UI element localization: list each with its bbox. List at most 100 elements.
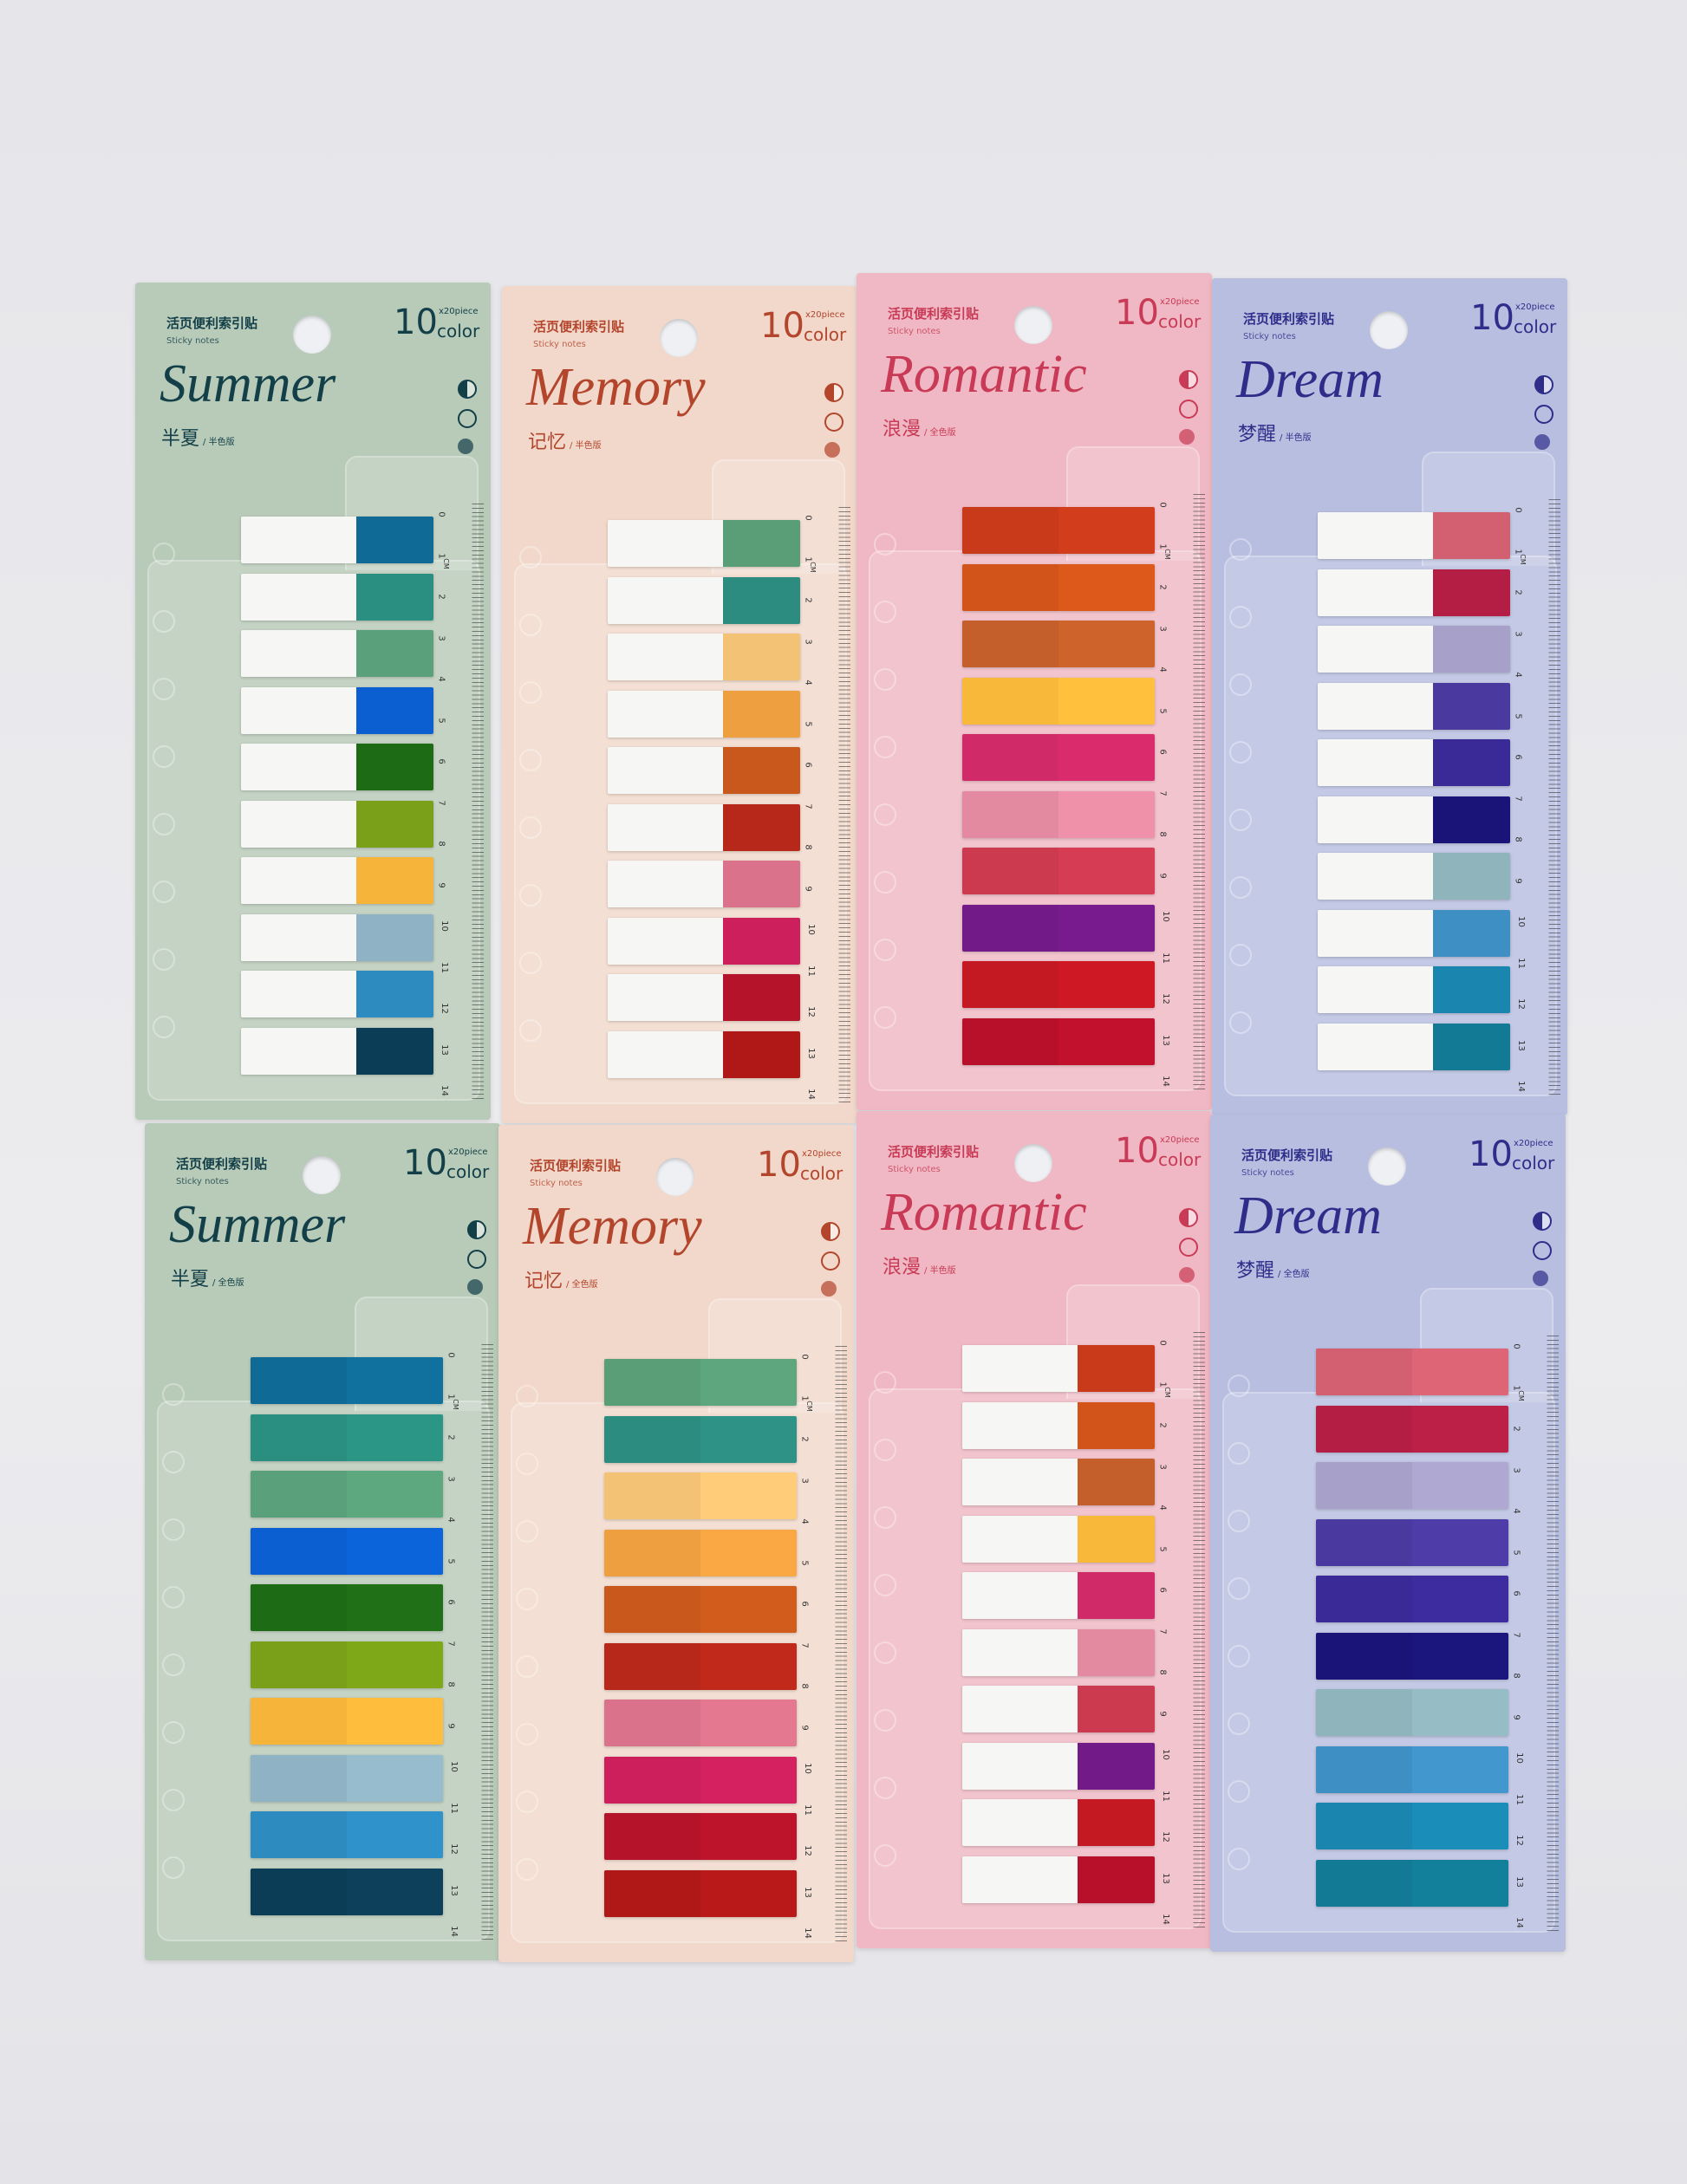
strip-color-part — [1058, 1017, 1155, 1065]
strip-white-part — [962, 1459, 1078, 1505]
strip-white-part — [608, 974, 724, 1021]
strip-color-part — [962, 790, 1058, 838]
color-label: color — [1512, 1153, 1555, 1173]
strip-white-part — [608, 917, 724, 965]
binder-ring-cutout — [874, 601, 896, 623]
strip-color-part — [356, 744, 433, 790]
binder-ring-cutout — [1228, 1848, 1250, 1870]
strip-color-part — [723, 917, 800, 965]
sticky-strip — [962, 790, 1155, 838]
hang-hole — [1370, 311, 1408, 349]
strip-color-part — [1433, 569, 1510, 616]
strip-color-part — [1433, 909, 1510, 957]
three-circles-icon — [1179, 1267, 1195, 1283]
ruler-label: 6 — [1511, 1590, 1521, 1596]
strip-color-part — [723, 690, 800, 738]
strip-color-part — [1412, 1632, 1508, 1680]
package-english-label: Sticky notes — [1243, 332, 1296, 341]
binder-ring-cutout — [874, 736, 896, 758]
binder-ring-cutout — [1228, 1442, 1250, 1465]
package-english-label: Sticky notes — [166, 336, 219, 346]
ruler-label: 10 — [802, 1763, 812, 1774]
three-circles-icon — [1179, 429, 1195, 445]
ruler-label: 12 — [1160, 993, 1170, 1004]
sticky-strip — [241, 686, 433, 734]
ruler-label: 7 — [436, 799, 446, 806]
sticky-strip — [1318, 853, 1510, 900]
strip-color-part — [347, 1357, 443, 1404]
strip-color-part — [962, 1017, 1058, 1065]
strip-white-part — [962, 1515, 1078, 1563]
ruler-label: 4 — [799, 1518, 810, 1524]
ruler-label: 9 — [799, 1724, 810, 1731]
ruler-unit: CM — [1163, 1387, 1171, 1398]
strip-color-part — [1412, 1405, 1508, 1453]
strip-color-part — [1433, 1023, 1510, 1070]
binder-ring-cutout — [519, 749, 542, 771]
sticky-strip — [1316, 1576, 1508, 1622]
strip-color-part — [356, 686, 433, 734]
color-count: 10 — [394, 302, 438, 342]
binder-ring-cutout — [516, 1588, 538, 1610]
binder-ring-cutout — [162, 1383, 185, 1406]
sticky-strip — [962, 1799, 1155, 1846]
strip-color-part — [723, 974, 800, 1021]
series-chinese-name: 梦醒 / 半色版 — [1238, 419, 1312, 446]
sticky-strip — [962, 734, 1155, 781]
series-name-text: 记忆 — [528, 432, 567, 453]
strip-color-part — [1058, 621, 1155, 667]
ruler-label: 11 — [802, 1804, 812, 1816]
strip-color-part — [700, 1415, 797, 1463]
strip-color-part — [723, 634, 800, 680]
binder-ring-cutout — [153, 678, 175, 700]
sticky-strip — [962, 1742, 1155, 1790]
piece-count: x20piece — [1515, 302, 1555, 312]
half-circle-icon — [1179, 370, 1198, 389]
version-label: / 全色版 — [566, 1280, 598, 1290]
three-circles-icon — [824, 442, 840, 458]
sticky-strip — [608, 803, 800, 851]
ruler-label: 0 — [436, 511, 446, 517]
ruler-label: 14 — [1160, 1076, 1170, 1087]
strip-color-part — [1316, 1576, 1412, 1622]
strip-white-part — [1318, 512, 1434, 559]
check-circle-icon — [1179, 400, 1198, 419]
binder-ring-cutout — [874, 1844, 896, 1867]
strip-color-part — [356, 630, 433, 677]
package-chinese-label: 活页便利索引贴 — [533, 319, 625, 335]
ruler-label: 3 — [1511, 1466, 1521, 1473]
binder-ring-cutout — [519, 681, 542, 704]
version-label: / 全色版 — [212, 1278, 244, 1288]
strip-color-part — [1433, 682, 1510, 730]
sticky-strip — [962, 1515, 1155, 1563]
binder-ring-cutout — [874, 803, 896, 826]
color-count: 10 — [1469, 1134, 1513, 1174]
strip-white-part — [1318, 682, 1434, 730]
package-chinese-label: 活页便利索引贴 — [166, 315, 258, 331]
strip-white-part — [241, 630, 357, 677]
sticky-strip — [1316, 1689, 1508, 1736]
package-english-label: Sticky notes — [533, 340, 586, 349]
strip-white-part — [962, 1628, 1078, 1676]
piece-count: x20piece — [1514, 1139, 1553, 1148]
ruler-unit: CM — [808, 562, 817, 573]
sticky-strip — [608, 1030, 800, 1078]
ruler-label: 6 — [1157, 1587, 1168, 1593]
ruler-label: 11 — [805, 965, 816, 977]
sticky-strip — [1318, 909, 1510, 957]
ruler-label: 13 — [448, 1884, 459, 1896]
series-name-text: 记忆 — [524, 1271, 563, 1292]
ruler — [1179, 494, 1205, 1092]
series-title: Memory — [523, 1197, 702, 1256]
sticky-strip — [1316, 1462, 1508, 1509]
strip-white-part — [608, 747, 724, 794]
strip-color-part — [347, 1527, 443, 1575]
sticky-strip — [604, 1586, 797, 1633]
sticky-strip — [962, 1017, 1155, 1065]
package-english-label: Sticky notes — [176, 1177, 229, 1186]
strip-white-part — [241, 800, 357, 848]
ruler-label: 1 — [1157, 1381, 1168, 1388]
strip-color-part — [356, 1027, 433, 1075]
binder-ring-cutout — [519, 884, 542, 907]
binder-ring-cutout — [1229, 944, 1252, 966]
